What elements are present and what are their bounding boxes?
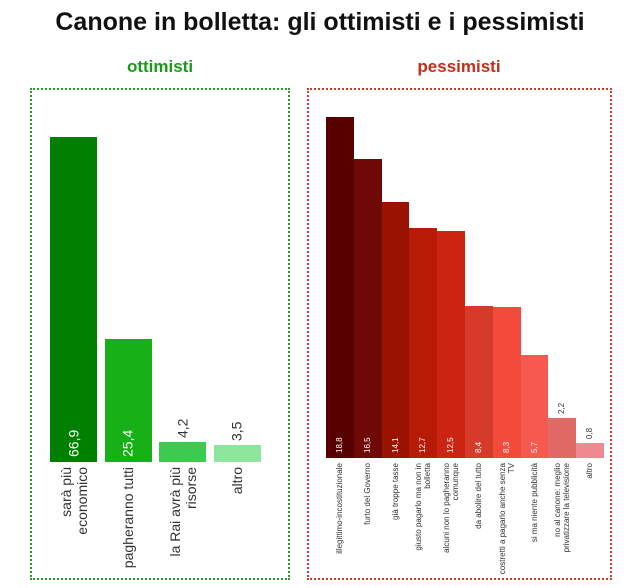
value-label: 12,7 [418, 437, 428, 453]
bar [409, 227, 438, 458]
bar [159, 441, 206, 462]
page-title: Canone in bolletta: gli ottimisti e i pe… [55, 8, 585, 36]
x-tick-label: illegittimo-incostituzionale [335, 463, 345, 554]
x-tick-label: sarà più economico [57, 467, 90, 535]
bar [381, 202, 410, 458]
value-label: 18,8 [335, 437, 345, 453]
value-label: 14,1 [390, 437, 400, 453]
x-tick-label: si ma niente pubblicità [529, 463, 539, 543]
value-label: 8,3 [502, 441, 512, 453]
panel-title: pessimisti [417, 57, 501, 76]
x-tick-label: furto del Governo [363, 463, 373, 525]
x-tick-label: alcuni non lo pagheranno comunque [441, 463, 461, 553]
x-tick-label: pagheranno tutti [119, 467, 136, 569]
bar [213, 444, 261, 462]
value-label: 3,5 [228, 421, 245, 441]
bar [465, 305, 493, 458]
x-tick-label: altro [585, 463, 595, 479]
panel-border [30, 88, 290, 580]
value-label: 16,5 [363, 437, 373, 453]
bar [520, 354, 549, 458]
bar [548, 418, 577, 458]
bar [104, 338, 152, 462]
bar [492, 307, 521, 458]
bar [353, 158, 382, 458]
panel-border [307, 88, 612, 580]
x-tick-label: altro [228, 467, 245, 495]
value-label: 66,9 [65, 429, 82, 457]
panel-title: ottimisti [126, 57, 194, 76]
bar [437, 231, 465, 458]
value-label: 12,5 [446, 437, 456, 453]
value-label: 0,8 [585, 428, 595, 440]
bar [326, 117, 354, 458]
value-label: 2,2 [557, 402, 567, 415]
x-tick-label: da abolire del tutto [474, 463, 484, 529]
value-label: 5,7 [529, 441, 539, 453]
bar [50, 137, 97, 462]
x-tick-label: costretti a pagarlo anche senza TV [497, 463, 516, 575]
value-label: 4,2 [174, 418, 191, 438]
value-label: 8,4 [474, 441, 484, 453]
bar [576, 443, 604, 458]
x-tick-label: giusto pagarlo ma non in bolletta [414, 463, 433, 551]
x-tick-label: la Rai avrà più risorse [166, 467, 199, 557]
value-label: 25,4 [119, 429, 136, 457]
x-tick-label: no al canone: meglio privatizzare la tel… [553, 463, 572, 553]
x-tick-label: già troppe tasse [390, 463, 400, 520]
